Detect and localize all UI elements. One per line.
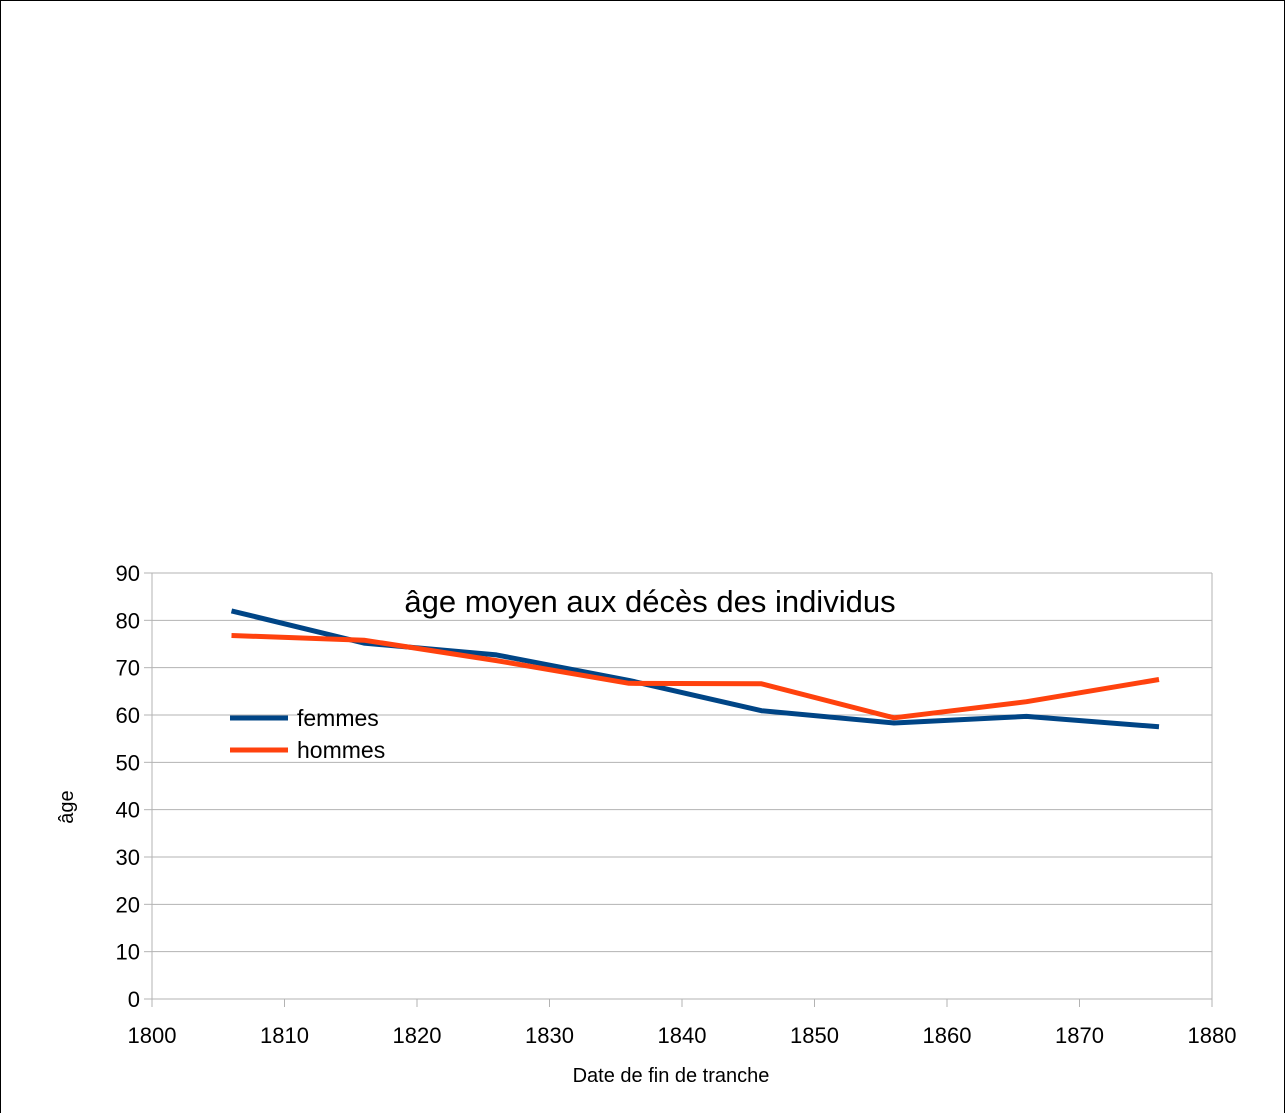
legend: femmes hommes bbox=[230, 705, 385, 763]
x-tick-label-1830: 1830 bbox=[525, 1023, 574, 1048]
series-line-hommes bbox=[231, 633, 1160, 721]
x-tick-label-1880: 1880 bbox=[1188, 1023, 1237, 1048]
x-tick-label-1850: 1850 bbox=[790, 1023, 839, 1048]
grid-lines bbox=[152, 572, 1213, 999]
y-tick-label-80: 80 bbox=[116, 608, 140, 633]
chart-title: âge moyen aux décès des individus bbox=[404, 584, 895, 619]
y-tick-label-90: 90 bbox=[116, 561, 140, 586]
y-tick-label-70: 70 bbox=[116, 656, 140, 681]
y-tick-label-30: 30 bbox=[116, 845, 140, 870]
axes: 0 10 20 30 40 50 60 70 80 90 1800 1810 1820 1830 1840 1… bbox=[116, 561, 1237, 1048]
y-tick-label-20: 20 bbox=[116, 892, 140, 917]
y-tick-label-10: 10 bbox=[116, 940, 140, 965]
legend-label-femmes: femmes bbox=[297, 705, 379, 731]
series-lines bbox=[230, 608, 1160, 730]
x-tick-label-1860: 1860 bbox=[923, 1023, 972, 1048]
legend-label-hommes: hommes bbox=[297, 737, 385, 763]
y-tick-label-40: 40 bbox=[116, 798, 140, 823]
x-axis-title: Date de fin de tranche bbox=[573, 1065, 770, 1087]
x-tick-label-1840: 1840 bbox=[658, 1023, 707, 1048]
y-tick-label-60: 60 bbox=[116, 703, 140, 728]
y-tick-label-0: 0 bbox=[128, 987, 140, 1012]
y-axis-title: âge bbox=[56, 790, 78, 823]
x-tick-label-1870: 1870 bbox=[1055, 1023, 1104, 1048]
x-tick-label-1800: 1800 bbox=[128, 1023, 177, 1048]
x-tick-label-1810: 1810 bbox=[260, 1023, 309, 1048]
x-tick-label-1820: 1820 bbox=[393, 1023, 442, 1048]
y-tick-label-50: 50 bbox=[116, 750, 140, 775]
